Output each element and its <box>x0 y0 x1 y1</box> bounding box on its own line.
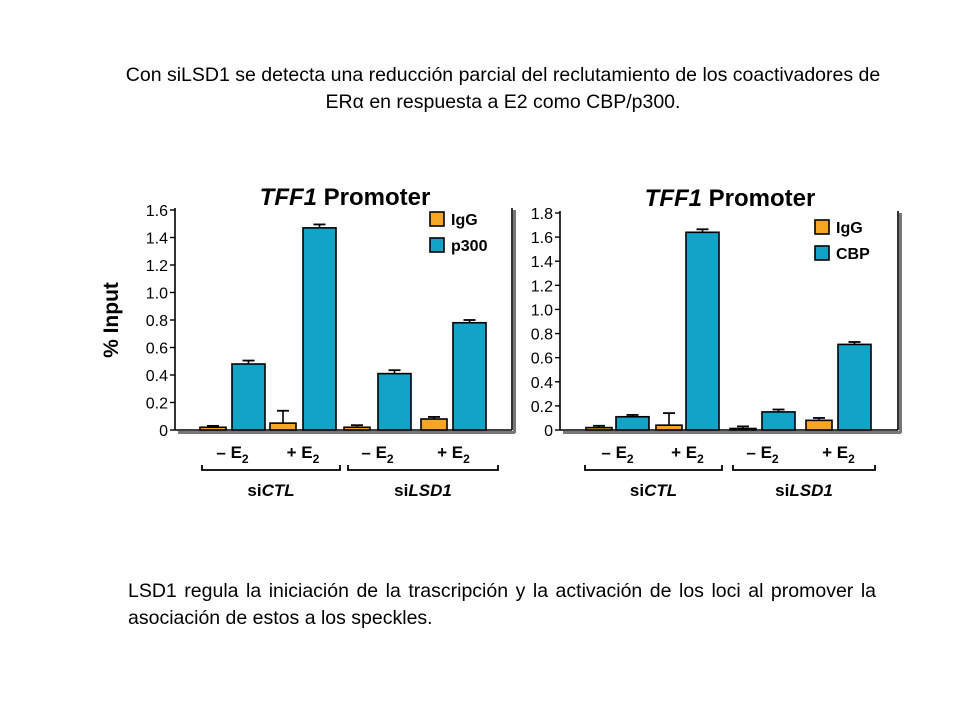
legend-swatch-igg <box>429 211 445 227</box>
bar-igg-1 <box>199 426 227 431</box>
y-tick-label: 1.6 <box>531 230 553 247</box>
plot-border-shadow <box>178 431 515 434</box>
y-tick-label: 0.6 <box>531 351 553 368</box>
group-bracket <box>201 465 341 471</box>
chart-panel-1: TFF1 Promoter 0 0.2 0.4 0.6 0.8 1.0 1.2 1.4 1.6 % … <box>100 184 516 500</box>
x-category-label: – E2 <box>216 443 249 466</box>
y-tick-label: 0.2 <box>146 396 168 413</box>
bar-igg-4 <box>805 419 833 431</box>
x-category-label: + E2 <box>437 443 470 466</box>
y-tick-label: 1.0 <box>531 302 553 319</box>
group-bracket <box>347 465 499 471</box>
bar-cbp-4 <box>837 343 872 431</box>
legend-label-p300: p300 <box>451 238 488 255</box>
legend-swatch-p300 <box>429 237 445 253</box>
chart-panel-2: TFF1 Promoter 0 0.2 0.4 0.6 0.8 1.0 1.2 1.4 1.6 1.… <box>531 185 902 500</box>
y-tick-label: 1.2 <box>146 258 168 275</box>
bar-igg-3 <box>343 426 371 431</box>
y-tick-label: 1.4 <box>146 231 168 248</box>
bar-p300-3 <box>377 372 412 431</box>
y-tick-label: 0.8 <box>146 313 168 330</box>
bar-p300-1 <box>231 363 266 431</box>
bar-p300-2 <box>302 227 337 431</box>
bar-igg-3 <box>729 427 757 431</box>
plot-border-shadow <box>513 210 516 433</box>
group-label: siLSD1 <box>775 481 833 500</box>
chart-title: TFF1 Promoter <box>260 184 431 211</box>
legend-swatch-igg <box>814 219 830 235</box>
plot-border-shadow <box>563 431 901 434</box>
legend-label-igg: IgG <box>836 220 863 237</box>
chart-title: TFF1 Promoter <box>645 185 816 212</box>
x-category-label: – E2 <box>361 443 394 466</box>
y-tick-label: 0.2 <box>531 399 553 416</box>
bar-cbp-3 <box>761 411 796 431</box>
x-category-label: + E2 <box>287 443 320 466</box>
y-tick-label: 0 <box>544 423 553 440</box>
group-bracket <box>732 465 876 471</box>
x-category-label: – E2 <box>746 443 779 466</box>
x-category-label: – E2 <box>601 443 634 466</box>
plot-border-shadow <box>899 213 902 433</box>
legend-label-cbp: CBP <box>836 246 870 263</box>
y-tick-label: 1.4 <box>531 254 553 271</box>
y-tick-label: 0.6 <box>146 341 168 358</box>
legend-swatch-cbp <box>814 245 830 261</box>
group-label: siCTL <box>247 481 294 500</box>
y-tick-label: 0.4 <box>531 375 553 392</box>
bar-igg-4 <box>420 418 448 431</box>
group-label: siCTL <box>630 481 677 500</box>
group-label: siLSD1 <box>394 481 452 500</box>
bar-cbp-1 <box>615 415 650 431</box>
y-tick-label: 1.6 <box>146 203 168 220</box>
caption-top: Con siLSD1 se detecta una reducción parc… <box>125 64 881 113</box>
bar-p300-4 <box>452 321 487 431</box>
bar-igg-1 <box>585 426 613 431</box>
y-tick-label: 1.2 <box>531 278 553 295</box>
bar-igg-2 <box>269 422 297 431</box>
caption-bottom: LSD1 regula la iniciación de la trascrip… <box>128 580 876 629</box>
group-bracket <box>584 465 723 471</box>
legend-label-igg: IgG <box>451 212 478 229</box>
x-category-label: + E2 <box>671 443 704 466</box>
y-tick-label: 0.8 <box>531 327 553 344</box>
y-axis-label: % Input <box>100 282 123 358</box>
y-tick-label: 0 <box>159 423 168 440</box>
x-category-label: + E2 <box>822 443 855 466</box>
y-tick-label: 0.4 <box>146 368 168 385</box>
y-tick-label: 1.0 <box>146 286 168 303</box>
bar-cbp-2 <box>685 231 720 431</box>
bar-igg-2 <box>655 424 683 431</box>
y-tick-label: 1.8 <box>531 206 553 223</box>
